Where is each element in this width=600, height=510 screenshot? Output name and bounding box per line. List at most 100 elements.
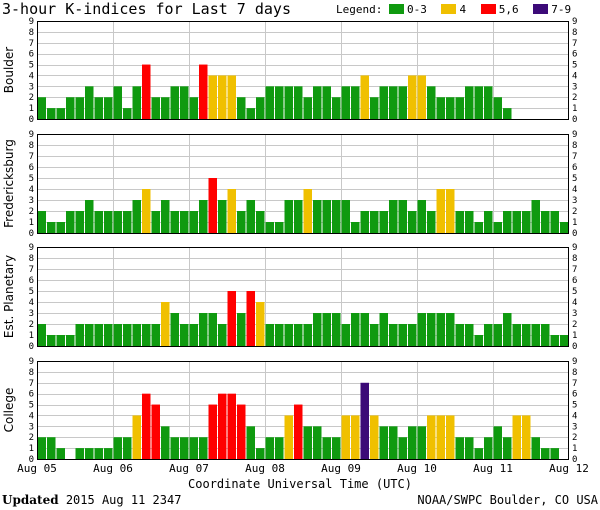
y-tick-label-left: 9 <box>29 130 34 140</box>
y-tick-label-left: 6 <box>29 163 34 173</box>
k-bar <box>151 211 160 233</box>
y-tick-label-right: 4 <box>572 411 577 421</box>
k-bar <box>370 324 379 346</box>
k-bar <box>465 324 474 346</box>
k-bar <box>132 200 141 233</box>
k-bar <box>294 324 303 346</box>
k-bar <box>465 86 474 119</box>
y-tick-label-right: 5 <box>572 287 577 297</box>
y-tick-label-right: 1 <box>572 218 577 228</box>
k-bar <box>94 97 103 119</box>
k-bar <box>246 291 255 346</box>
k-bar <box>512 211 521 233</box>
y-tick-label-right: 2 <box>572 207 577 217</box>
k-bar <box>341 324 350 346</box>
k-bar <box>85 448 94 459</box>
x-tick-label: Aug 06 <box>93 462 133 475</box>
k-bar <box>351 222 360 233</box>
panel-frame <box>37 21 569 120</box>
k-bar <box>123 108 132 119</box>
k-bar <box>398 86 407 119</box>
y-tick-label-right: 0 <box>572 342 577 352</box>
k-bar <box>313 86 322 119</box>
y-tick-label-left: 5 <box>29 61 34 71</box>
y-tick-label-left: 4 <box>29 298 34 308</box>
k-bar <box>522 324 531 346</box>
x-tick-label: Aug 05 <box>17 462 57 475</box>
y-tick-label-left: 2 <box>29 433 34 443</box>
k-bar <box>75 97 84 119</box>
k-bar <box>104 211 113 233</box>
y-tick-label-left: 4 <box>29 185 34 195</box>
k-bar <box>227 393 236 459</box>
y-tick-label-right: 9 <box>572 130 577 140</box>
legend-swatch-0-3 <box>388 4 404 14</box>
y-tick-label-left: 7 <box>29 152 34 162</box>
k-bar <box>208 404 217 459</box>
k-bar <box>541 211 550 233</box>
k-bar <box>161 302 170 346</box>
y-tick-label-right: 7 <box>572 152 577 162</box>
k-bar <box>161 426 170 459</box>
panel-label-est-planetary: Est. Planetary <box>2 255 16 338</box>
k-bar <box>360 382 369 459</box>
panel-label-fredericksburg: Fredericksburg <box>2 139 16 228</box>
k-bar <box>180 324 189 346</box>
k-bar <box>427 313 436 346</box>
legend-entry-0-3: 0-3 <box>406 3 427 16</box>
chart-title: 3-hour K-indices for Last 7 days <box>2 0 291 18</box>
k-bar <box>227 189 236 233</box>
k-bar <box>37 97 46 119</box>
y-tick-label-left: 7 <box>29 39 34 49</box>
k-bar <box>379 426 388 459</box>
k-bar <box>294 86 303 119</box>
k-bar <box>199 200 208 233</box>
y-tick-label-right: 8 <box>572 254 577 264</box>
k-bar <box>398 437 407 459</box>
k-bar <box>66 211 75 233</box>
k-bar <box>370 415 379 459</box>
k-bar <box>398 324 407 346</box>
k-bar <box>303 97 312 119</box>
y-tick-label-right: 7 <box>572 39 577 49</box>
k-bar <box>151 324 160 346</box>
k-bar <box>474 448 483 459</box>
k-bar <box>417 75 426 119</box>
panel-label-boulder: Boulder <box>2 47 16 94</box>
y-tick-label-left: 6 <box>29 390 34 400</box>
k-bar <box>493 97 502 119</box>
x-tick-label: Aug 09 <box>321 462 361 475</box>
y-tick-label-right: 4 <box>572 71 577 81</box>
k-bar <box>379 211 388 233</box>
k-bar <box>360 211 369 233</box>
k-bar <box>322 313 331 346</box>
k-bar <box>332 437 341 459</box>
y-tick-label-right: 0 <box>572 115 577 125</box>
k-bar <box>94 448 103 459</box>
y-tick-label-left: 5 <box>29 287 34 297</box>
k-bar <box>56 448 65 459</box>
k-bar <box>550 448 559 459</box>
k-bar <box>113 86 122 119</box>
k-bar <box>294 404 303 459</box>
k-bar <box>56 108 65 119</box>
y-tick-label-left: 8 <box>29 368 34 378</box>
k-bar <box>265 324 274 346</box>
y-tick-label-right: 1 <box>572 104 577 114</box>
y-tick-label-left: 2 <box>29 320 34 330</box>
y-tick-label-left: 3 <box>29 309 34 319</box>
k-bar <box>104 97 113 119</box>
k-bar <box>256 211 265 233</box>
k-bar <box>66 97 75 119</box>
k-bar <box>370 211 379 233</box>
k-bar <box>208 313 217 346</box>
y-tick-label-left: 6 <box>29 276 34 286</box>
k-bar <box>550 335 559 346</box>
k-bar <box>132 324 141 346</box>
k-bar <box>47 437 56 459</box>
y-tick-label-right: 4 <box>572 298 577 308</box>
k-bar <box>275 437 284 459</box>
legend-entry-4: 4 <box>459 3 467 16</box>
k-bar <box>303 324 312 346</box>
